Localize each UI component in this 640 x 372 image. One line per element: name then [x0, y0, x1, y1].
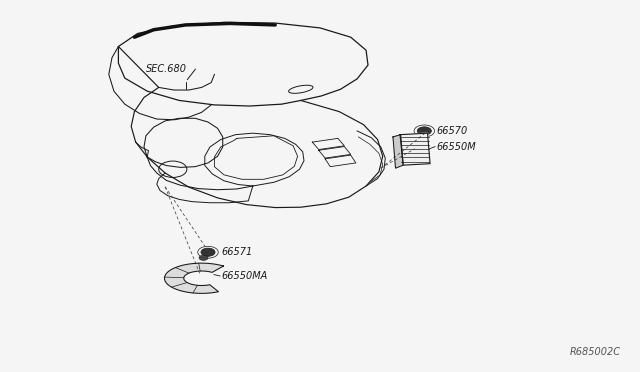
- Circle shape: [199, 255, 208, 260]
- Text: 66570: 66570: [436, 126, 468, 136]
- Text: SEC.680: SEC.680: [146, 64, 187, 74]
- Text: R685002C: R685002C: [570, 347, 621, 357]
- Text: 66550MA: 66550MA: [221, 271, 268, 281]
- Text: 66571: 66571: [221, 247, 253, 257]
- Text: 66550M: 66550M: [436, 142, 476, 151]
- Circle shape: [201, 248, 215, 256]
- Polygon shape: [164, 263, 223, 294]
- Circle shape: [417, 127, 431, 135]
- Polygon shape: [400, 133, 430, 165]
- Polygon shape: [393, 135, 403, 168]
